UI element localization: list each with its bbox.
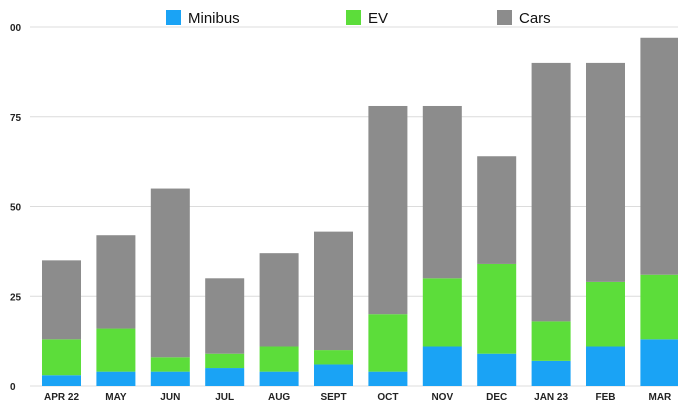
y-axis-tick-labels: 0 25 50 75 00 — [10, 23, 22, 393]
bar-segment-minibus — [368, 371, 408, 386]
x-tick-label: JAN 23 — [534, 392, 568, 400]
bar-segment-minibus — [96, 371, 136, 386]
bar-segment-cars — [259, 253, 299, 347]
x-tick-label: APR 22 — [44, 392, 79, 400]
bar-segment-cars — [205, 278, 245, 354]
x-tick-label: MAY — [105, 392, 127, 400]
legend-label: Minibus — [188, 10, 240, 27]
x-axis-category-labels: APR 22 MAY JUN JUL AUG SEPT OCT NOV DEC JAN 23 FEB… — [44, 392, 672, 400]
bar-segment-ev — [42, 339, 81, 376]
bar-segment-cars — [586, 62, 625, 282]
bar-segment-cars — [422, 105, 462, 279]
bar-segment-cars — [531, 62, 571, 322]
bar-segment-cars — [477, 156, 517, 264]
bar-segment-minibus — [42, 375, 81, 386]
bar-segment-ev — [150, 357, 190, 372]
bars — [42, 37, 678, 386]
y-tick-label: 25 — [10, 292, 22, 303]
legend-swatch-minibus — [166, 10, 181, 25]
legend-label: Cars — [519, 10, 551, 27]
x-tick-label: AUG — [268, 392, 290, 400]
bar-segment-minibus — [640, 339, 678, 386]
bar-segment-ev — [259, 346, 299, 372]
bar-segment-minibus — [259, 371, 299, 386]
bar-segment-ev — [368, 314, 408, 372]
bar-segment-minibus — [477, 353, 517, 386]
x-tick-label: NOV — [431, 392, 453, 400]
y-tick-label: 0 — [10, 382, 16, 393]
x-tick-label: DEC — [486, 392, 507, 400]
bar-segment-minibus — [314, 364, 353, 386]
x-tick-label: FEB — [596, 392, 616, 400]
y-tick-label: 50 — [10, 203, 22, 214]
x-tick-label: MAR — [649, 392, 673, 400]
x-tick-label: JUN — [160, 392, 180, 400]
bar-segment-ev — [477, 263, 517, 354]
legend-swatch-cars — [497, 10, 512, 25]
x-tick-label: JUL — [215, 392, 234, 400]
bar-segment-minibus — [586, 346, 625, 386]
bar-segment-minibus — [531, 360, 571, 386]
y-tick-label: 00 — [10, 23, 22, 34]
y-tick-label: 75 — [10, 113, 22, 124]
bar-segment-minibus — [422, 346, 462, 386]
legend-swatch-ev — [346, 10, 361, 25]
bar-segment-cars — [314, 231, 353, 351]
legend-label: EV — [368, 10, 388, 27]
bar-segment-ev — [586, 281, 625, 347]
bar-segment-minibus — [150, 371, 190, 386]
bar-segment-cars — [640, 37, 678, 275]
bar-segment-cars — [96, 235, 136, 329]
bar-segment-minibus — [205, 368, 245, 386]
bar-segment-cars — [368, 105, 408, 315]
x-tick-label: SEPT — [320, 392, 346, 400]
bar-segment-ev — [314, 350, 353, 365]
x-tick-label: OCT — [377, 392, 398, 400]
bar-segment-ev — [205, 353, 245, 369]
legend: Minibus EV Cars — [166, 10, 551, 27]
bar-segment-ev — [640, 274, 678, 340]
bar-segment-ev — [96, 328, 136, 372]
bar-segment-ev — [422, 278, 462, 347]
bar-segment-cars — [42, 260, 81, 340]
bar-segment-ev — [531, 321, 571, 361]
bar-segment-cars — [150, 188, 190, 358]
